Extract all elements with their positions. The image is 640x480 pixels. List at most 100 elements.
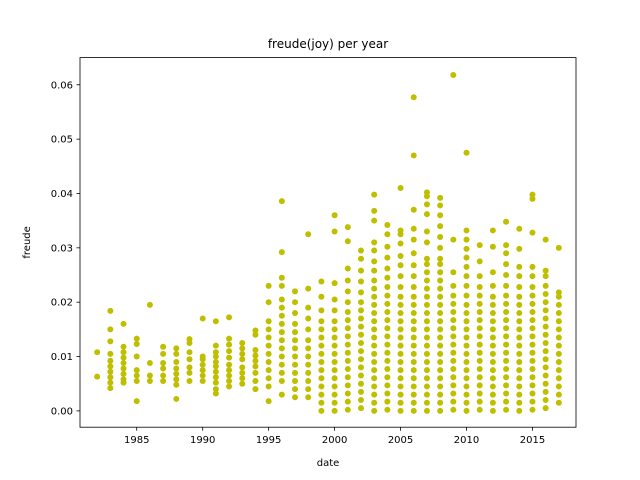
data-point: [489, 358, 496, 365]
data-point: [186, 378, 193, 384]
data-point: [292, 320, 299, 327]
data-point: [437, 334, 444, 341]
data-point: [239, 356, 246, 363]
data-point: [437, 375, 444, 382]
data-point: [437, 358, 444, 365]
data-point: [489, 367, 496, 374]
data-point: [331, 318, 338, 325]
data-point: [278, 361, 285, 368]
data-point: [410, 367, 417, 374]
data-point: [173, 370, 180, 377]
data-point: [503, 308, 510, 315]
data-point: [357, 380, 364, 387]
data-point: [384, 357, 391, 364]
data-point: [278, 353, 285, 360]
data-point: [450, 349, 457, 356]
data-point: [344, 317, 351, 324]
data-point: [437, 293, 444, 300]
data-point: [371, 367, 378, 374]
data-point: [529, 398, 536, 405]
data-point: [278, 282, 285, 289]
data-point: [331, 367, 338, 374]
data-point: [199, 378, 206, 384]
data-point: [463, 263, 470, 270]
data-point: [423, 318, 430, 325]
data-point: [318, 358, 325, 365]
data-point: [489, 269, 496, 276]
data-point: [450, 236, 457, 243]
data-point: [252, 363, 259, 370]
data-point: [384, 243, 391, 250]
data-point: [226, 354, 233, 361]
data-point: [423, 269, 430, 276]
data-point: [318, 342, 325, 349]
data-point: [265, 282, 272, 289]
data-point: [423, 261, 430, 268]
data-point: [516, 318, 523, 325]
data-point: [476, 333, 483, 340]
data-point: [437, 202, 444, 209]
data-point: [489, 243, 496, 250]
data-point: [371, 342, 378, 349]
data-point: [489, 227, 496, 234]
data-point: [450, 398, 457, 405]
data-point: [371, 301, 378, 308]
data-point: [278, 337, 285, 344]
data-point: [410, 273, 417, 280]
data-point: [331, 280, 338, 287]
data-point: [212, 342, 219, 349]
data-point: [212, 318, 219, 325]
data-point: [239, 375, 246, 382]
data-point: [423, 310, 430, 317]
data-point: [252, 369, 259, 376]
data-point: [542, 236, 549, 243]
data-point: [318, 350, 325, 357]
data-point: [384, 382, 391, 389]
data-point: [476, 292, 483, 299]
data-point: [542, 372, 549, 379]
data-point: [252, 347, 259, 354]
data-point: [489, 318, 496, 325]
data-point: [357, 405, 364, 412]
data-point: [278, 198, 285, 205]
data-point: [186, 349, 193, 356]
plot-frame: [79, 57, 577, 428]
data-point: [410, 391, 417, 398]
data-point: [529, 341, 536, 348]
data-point: [410, 94, 417, 101]
data-point: [463, 367, 470, 374]
data-point: [437, 301, 444, 308]
data-point: [397, 301, 404, 308]
data-point: [542, 273, 549, 280]
data-point: [423, 383, 430, 390]
data-point: [555, 367, 562, 374]
data-point: [318, 367, 325, 374]
data-point: [397, 185, 404, 192]
data-point: [542, 323, 549, 330]
data-point: [410, 342, 417, 349]
data-point: [318, 318, 325, 325]
data-point: [397, 310, 404, 317]
data-point: [503, 374, 510, 381]
data-point: [437, 326, 444, 333]
data-point: [160, 360, 167, 367]
data-point: [357, 397, 364, 404]
data-point: [371, 375, 378, 382]
data-point: [265, 326, 272, 333]
data-point: [331, 383, 338, 390]
data-point: [555, 326, 562, 333]
data-point: [529, 263, 536, 270]
y-tick-label: 0.03: [51, 243, 73, 254]
data-point: [239, 380, 246, 387]
data-point: [450, 317, 457, 324]
data-point: [555, 383, 562, 390]
data-point: [107, 350, 114, 357]
data-point: [146, 372, 153, 379]
data-point: [292, 394, 299, 401]
data-point: [397, 318, 404, 325]
data-point: [120, 370, 127, 377]
data-point: [423, 293, 430, 300]
data-point: [463, 334, 470, 341]
data-point: [292, 353, 299, 360]
data-point: [331, 342, 338, 349]
